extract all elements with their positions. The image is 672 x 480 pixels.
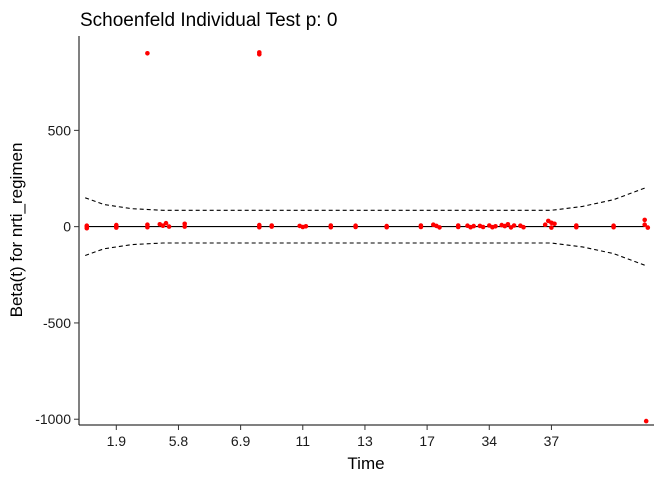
data-point bbox=[552, 221, 557, 227]
data-point bbox=[542, 222, 548, 227]
data-point bbox=[574, 224, 579, 230]
data-point bbox=[642, 217, 647, 223]
data-point bbox=[182, 224, 187, 229]
data-point bbox=[145, 224, 150, 230]
data-point bbox=[303, 224, 309, 229]
data-point bbox=[160, 223, 166, 228]
data-point bbox=[163, 220, 169, 226]
y-tick-label: -500 bbox=[43, 315, 71, 331]
data-point bbox=[145, 51, 150, 56]
data-point bbox=[84, 224, 90, 229]
data-point bbox=[257, 50, 262, 55]
x-tick-label: 11 bbox=[296, 433, 311, 449]
data-point bbox=[437, 225, 442, 230]
x-tick-label: 37 bbox=[544, 433, 560, 449]
data-point bbox=[328, 224, 334, 230]
data-point bbox=[611, 224, 616, 230]
y-tick-label: 0 bbox=[63, 219, 71, 235]
band-upper-line bbox=[85, 187, 645, 211]
data-point bbox=[353, 224, 358, 230]
data-point bbox=[643, 418, 649, 424]
x-axis: 1.9 5.8 6.9 11 13 17 34 37 bbox=[107, 425, 560, 449]
band-lower-line bbox=[85, 242, 645, 266]
data-point bbox=[455, 224, 461, 230]
y-tick-label: -1000 bbox=[35, 411, 71, 427]
data-point bbox=[480, 224, 486, 230]
x-tick-label: 34 bbox=[481, 433, 497, 449]
y-axis: 500 0 -500 -1000 bbox=[35, 122, 79, 427]
confidence-band bbox=[85, 187, 645, 266]
y-tick-label: 500 bbox=[48, 122, 72, 138]
data-point bbox=[645, 225, 651, 230]
data-point bbox=[511, 223, 517, 228]
data-point bbox=[269, 224, 275, 229]
data-point bbox=[471, 223, 477, 229]
data-point bbox=[257, 224, 262, 230]
x-tick-label: 1.9 bbox=[107, 433, 127, 449]
data-point bbox=[549, 225, 554, 230]
x-tick-label: 5.8 bbox=[169, 433, 189, 449]
data-point bbox=[521, 224, 526, 230]
residual-points bbox=[84, 50, 651, 424]
data-point bbox=[384, 224, 390, 230]
x-tick-label: 17 bbox=[419, 433, 435, 449]
chart-title: Schoenfeld Individual Test p: 0 bbox=[80, 10, 337, 31]
x-tick-label: 13 bbox=[357, 433, 373, 449]
x-tick-label: 6.9 bbox=[231, 433, 251, 449]
data-point bbox=[493, 224, 498, 229]
data-point bbox=[505, 222, 511, 227]
y-axis-label: Beta(t) for nrti_regimen bbox=[7, 143, 26, 318]
data-point bbox=[418, 224, 424, 230]
data-point bbox=[166, 224, 172, 229]
x-axis-label: Time bbox=[347, 454, 384, 473]
data-point bbox=[642, 222, 647, 227]
data-point bbox=[114, 224, 119, 229]
